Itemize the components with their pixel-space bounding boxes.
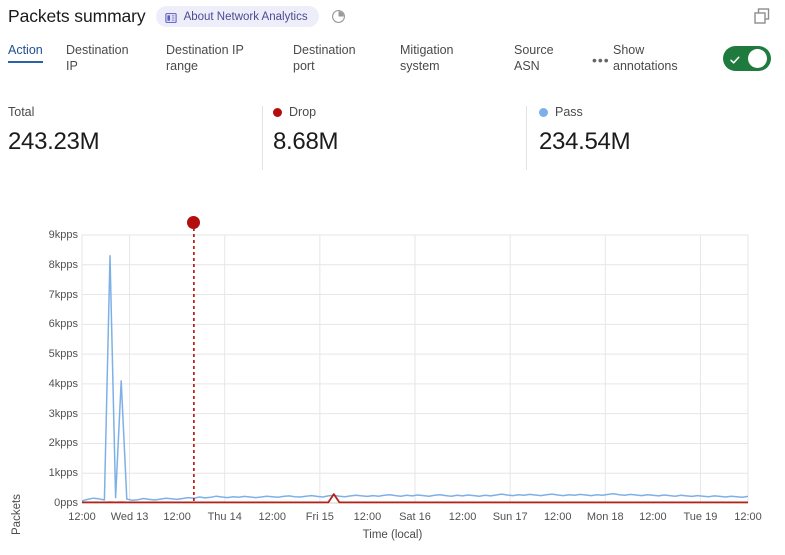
x-tick-label: Sat 16 [399,511,431,523]
clock-icon[interactable] [331,9,346,24]
page-title: Packets summary [8,6,146,26]
x-tick-label: 12:00 [163,511,191,523]
y-tick-label: 6kpps [48,318,78,331]
packets-timeseries-chart[interactable]: Packets Time (local) 0pps 1kpps 2kpps 3kpps… [0,195,785,555]
x-tick-label: 12:00 [734,511,762,523]
tab-destination-ip-label: Destination IP [66,43,129,73]
x-tick-label: Tue 19 [683,511,718,523]
dimension-tabs: Action Destination IP Destination IP ran… [8,42,777,84]
x-axis-title: Time (local) [362,529,423,541]
tab-mitigation-system-label: Mitigation system [400,43,454,73]
y-tick-label: 5kpps [48,348,78,361]
stat-total-label-text: Total [8,105,35,119]
copy-duplicate-icon[interactable] [753,7,771,25]
tab-destination-ip-range-label: Destination IP range [166,43,244,73]
tab-action[interactable]: Action [8,42,43,63]
about-badge-label: About Network Analytics [183,10,308,23]
x-tick-label: Mon 18 [586,511,624,523]
y-tick-label: 1kpps [48,467,78,480]
book-icon [164,11,177,23]
tab-source-asn[interactable]: Source ASN [514,42,570,78]
tab-destination-ip-range[interactable]: Destination IP range [166,42,250,78]
drop-color-dot [273,107,282,117]
stat-drop-label: Drop [273,104,338,120]
stat-pass-label-text: Pass [555,105,583,119]
stat-total-label: Total [8,104,99,120]
toggle-knob [748,49,767,68]
stat-pass-value: 234.54M [539,128,631,155]
stat-total-value: 243.23M [8,128,100,155]
y-tick-label: 4kpps [48,377,78,390]
x-tick-label: 12:00 [353,511,382,523]
x-tick-label: Fri 15 [305,511,334,523]
x-tick-label: 12:00 [543,511,572,523]
y-axis-ticks: 0pps 1kpps 2kpps 3kpps 4kpps 5kpps 6kpps 7kpps 8… [26,195,78,555]
x-tick-label: 12:00 [68,511,96,523]
stat-pass-label: Pass [539,104,630,120]
stat-divider-1 [262,106,263,170]
tab-action-label: Action [8,43,43,57]
y-tick-label: 8kpps [48,258,78,271]
x-tick-label: 12:00 [448,511,477,523]
tab-source-asn-label: Source ASN [514,43,554,73]
x-tick-label: Wed 13 [110,511,149,523]
x-tick-label: 12:00 [639,511,667,523]
check-icon [729,53,741,65]
tab-mitigation-system[interactable]: Mitigation system [400,42,474,78]
stat-drop-label-text: Drop [289,105,317,119]
annotation-marker-dot[interactable] [187,216,201,229]
x-tick-label: Thu 14 [207,511,242,523]
x-tick-label: Sun 17 [492,511,528,523]
x-tick-label: 12:00 [258,511,287,523]
stat-pass: Pass 234.54M [539,104,631,156]
tabs-overflow-button[interactable]: ••• [592,52,610,68]
stat-divider-2 [526,106,527,170]
show-annotations-label: Show annotations [613,42,693,78]
show-annotations-text: Show annotations [613,43,678,73]
summary-stats: Total 243.23M Drop 8.68M Pass 234.54M [0,104,785,172]
pass-color-dot [539,107,548,117]
y-tick-label: 0pps [54,497,78,509]
tab-destination-ip[interactable]: Destination IP [66,42,138,78]
y-tick-label: 2kpps [48,437,78,450]
y-tick-label: 3kpps [48,407,78,420]
y-tick-label: 7kpps [48,288,78,301]
chart-plot [81,228,749,504]
tab-destination-port[interactable]: Destination port [293,42,371,78]
stat-total: Total 243.23M [8,104,100,156]
y-tick-label: 9kpps [48,229,78,241]
show-annotations-toggle[interactable] [723,46,771,71]
stat-drop: Drop 8.68M [273,104,339,156]
tab-destination-port-label: Destination port [293,43,356,73]
stat-drop-value: 8.68M [273,128,339,155]
panel-header: Packets summary About Network Analytics [8,6,346,27]
about-network-analytics-badge[interactable]: About Network Analytics [155,6,319,27]
